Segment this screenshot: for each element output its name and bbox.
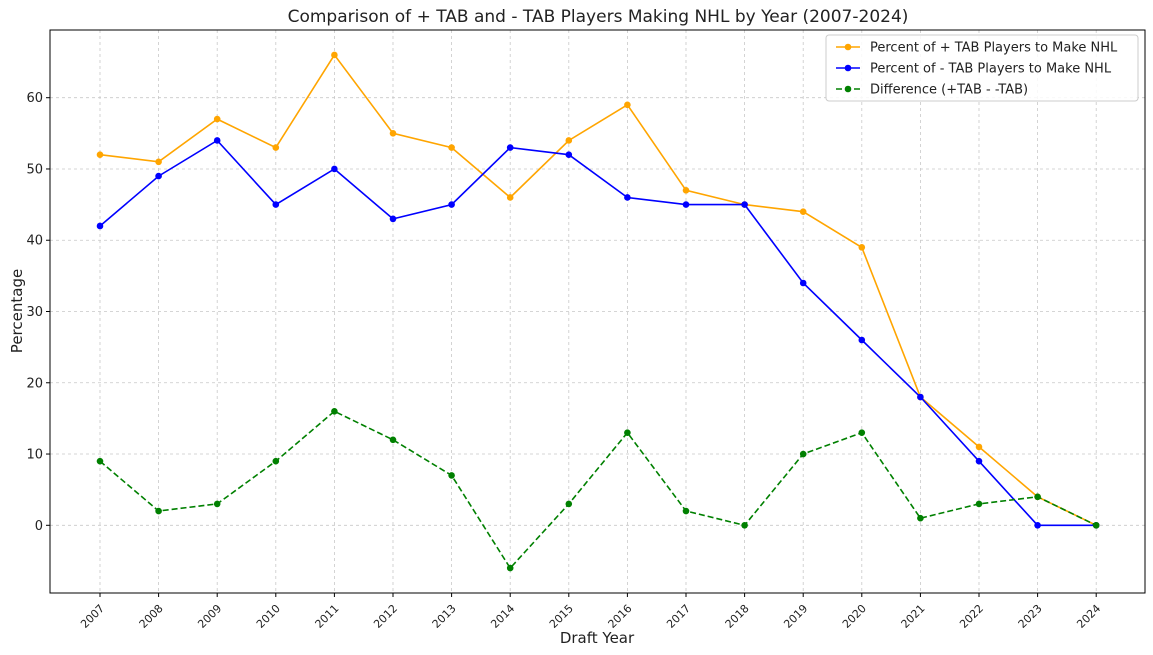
data-point	[799, 279, 807, 287]
data-point	[975, 457, 983, 465]
data-point	[682, 187, 690, 194]
data-point	[799, 450, 807, 458]
data-point	[799, 208, 807, 216]
data-point	[741, 521, 748, 529]
y-tick-label: 40	[26, 234, 43, 249]
data-point	[506, 194, 514, 201]
data-point	[96, 222, 104, 230]
x-axis-label: Draft Year	[560, 629, 635, 647]
data-point	[975, 443, 983, 451]
x-tick-label: 2022	[957, 602, 986, 631]
series-2	[96, 137, 1100, 529]
legend: Percent of + TAB Players to Make NHL Perc…	[825, 34, 1139, 102]
data-point	[917, 514, 924, 522]
series-line	[99, 53, 1097, 527]
y-tick-label: 20	[26, 376, 43, 391]
x-tick-label: 2008	[137, 602, 166, 631]
data-point	[389, 436, 397, 444]
data-point	[272, 144, 280, 151]
data-point	[682, 201, 690, 208]
legend-swatch-marker	[844, 64, 852, 72]
legend-swatch-marker	[844, 43, 852, 51]
data-point	[331, 165, 338, 173]
x-tick-label: 2019	[781, 602, 810, 631]
data-point	[213, 500, 221, 508]
data-point	[917, 393, 924, 401]
data-point	[565, 137, 573, 144]
chart-title: Comparison of + TAB and - TAB Players Ma…	[288, 7, 909, 27]
y-tick-label: 60	[26, 91, 43, 106]
data-point	[331, 407, 338, 415]
x-tick-label: 2013	[430, 602, 459, 631]
legend-label: Difference (+TAB - -TAB)	[870, 83, 1028, 98]
data-point	[272, 201, 280, 208]
data-point	[682, 507, 690, 515]
x-axis: 2007 2008 2009 2010 2011 2012 2013 2014 2015 2016…	[78, 593, 1103, 631]
data-point	[389, 130, 397, 137]
x-tick-label: 2023	[1016, 602, 1045, 631]
series-line	[99, 139, 1097, 527]
data-point	[155, 158, 162, 166]
x-tick-label: 2010	[254, 602, 283, 631]
y-tick-label: 50	[26, 162, 43, 177]
data-point	[96, 151, 104, 159]
y-tick-label: 30	[26, 305, 43, 320]
data-point	[96, 457, 104, 465]
legend-label: Percent of + TAB Players to Make NHL	[870, 41, 1118, 56]
x-tick-label: 2024	[1074, 602, 1103, 631]
x-tick-label: 2007	[78, 602, 107, 631]
data-point	[213, 115, 221, 123]
x-tick-label: 2012	[371, 602, 400, 631]
x-tick-label: 2020	[840, 602, 869, 631]
data-point	[975, 500, 983, 508]
x-tick-label: 2018	[723, 602, 752, 631]
x-tick-label: 2015	[547, 602, 576, 631]
x-tick-label: 2014	[488, 602, 517, 631]
data-point	[858, 336, 866, 344]
data-point	[624, 194, 631, 201]
data-point	[272, 457, 280, 465]
data-point	[858, 429, 866, 436]
data-point	[506, 564, 514, 572]
y-axis: 0 10 20 30 40 50 60	[26, 91, 50, 534]
data-point	[1034, 521, 1041, 529]
data-point	[624, 101, 631, 109]
x-tick-label: 2009	[195, 602, 224, 631]
y-tick-label: 10	[26, 448, 43, 463]
data-point	[741, 201, 748, 208]
data-point	[331, 51, 338, 59]
data-point	[448, 144, 455, 151]
data-point	[624, 429, 631, 436]
series-line	[99, 410, 1097, 570]
data-point	[448, 201, 455, 208]
x-tick-label: 2016	[606, 602, 635, 631]
series-layer	[96, 51, 1100, 572]
legend-label: Percent of - TAB Players to Make NHL	[870, 62, 1112, 77]
data-point	[858, 244, 866, 251]
data-point	[155, 507, 162, 515]
x-tick-label: 2011	[313, 602, 342, 631]
legend-swatch-marker	[844, 85, 852, 93]
data-point	[389, 215, 397, 223]
series-3	[96, 407, 1100, 572]
data-point	[565, 151, 573, 159]
data-point	[213, 137, 221, 144]
y-tick-label: 0	[35, 519, 43, 534]
data-point	[1034, 493, 1041, 501]
data-point	[506, 144, 514, 151]
data-point	[155, 172, 162, 180]
y-axis-label: Percentage	[8, 269, 26, 353]
x-tick-label: 2017	[664, 602, 693, 631]
data-point	[448, 472, 455, 479]
data-point	[1092, 521, 1100, 529]
series-1	[96, 51, 1100, 529]
grid	[50, 30, 1145, 593]
data-point	[565, 500, 573, 508]
legend-box	[825, 34, 1139, 102]
x-tick-label: 2021	[899, 602, 928, 631]
